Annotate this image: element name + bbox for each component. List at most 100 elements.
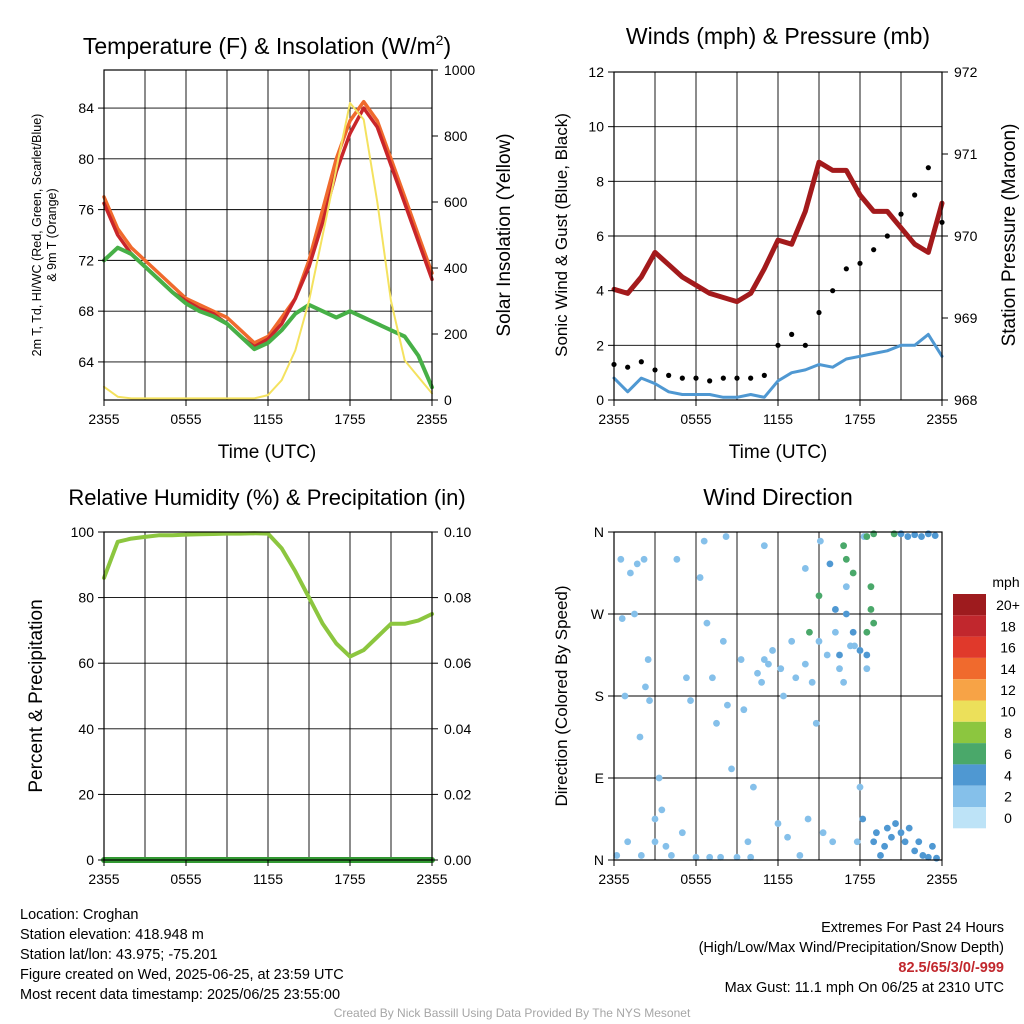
direction-point	[784, 833, 791, 841]
y-tick-label: 76	[78, 202, 94, 218]
y2-tick-label: 0.10	[444, 524, 471, 540]
y-tick-label: 84	[78, 100, 94, 116]
direction-point	[842, 555, 850, 563]
legend-label: 0	[1004, 810, 1012, 826]
extremes-info: Extremes For Past 24 Hours (High/Low/Max…	[699, 918, 1004, 998]
temperature-y-axis-label-line2: & 9m T (Orange)	[45, 188, 59, 281]
y-tick-label: 60	[78, 655, 94, 671]
direction-point	[774, 820, 782, 827]
wind-y-axis-label: Sonic Wind & Gust (Blue, Black)	[552, 113, 571, 357]
direction-point	[765, 660, 772, 668]
direction-point	[851, 642, 858, 650]
direction-point	[760, 656, 768, 663]
y2-tick-label: 0.06	[444, 655, 471, 671]
direction-point	[750, 783, 757, 791]
x-tick-label: 2355	[416, 411, 447, 427]
gust-point	[693, 375, 699, 381]
direction-point	[853, 838, 861, 846]
direction-point	[687, 697, 694, 704]
x-tick-label: 2355	[598, 871, 629, 887]
legend-swatch	[953, 785, 986, 807]
direction-point	[931, 532, 939, 540]
legend-swatch	[953, 636, 986, 658]
direction-point	[728, 765, 735, 773]
direction-point	[856, 647, 864, 654]
direction-point	[717, 853, 724, 861]
direction-point	[651, 815, 659, 823]
y2-tick-label: 600	[444, 194, 468, 210]
direction-point	[842, 583, 850, 591]
direction-point	[780, 692, 787, 700]
x-tick-label: 1155	[763, 411, 793, 427]
extremes-values: 82.5/65/3/0/-999	[898, 960, 1004, 976]
x-tick-label: 1155	[763, 871, 793, 887]
x-tick-label: 2355	[88, 871, 119, 887]
series-line	[103, 102, 433, 400]
x-tick-label: 2355	[598, 411, 629, 427]
direction-point	[888, 833, 895, 841]
temperature-x-ticks: 2355 0555 1155 1755 2355	[88, 400, 448, 427]
y-tick-label: 0	[596, 392, 604, 408]
direction-point	[870, 838, 878, 846]
temperature-chart-title: Temperature (F) & Insolation (W/m2)	[83, 32, 451, 59]
y-tick-label: 8	[596, 173, 604, 189]
gust-point	[912, 192, 918, 198]
gust-point	[638, 359, 644, 365]
station-info: Location: Croghan Station elevation: 418…	[20, 905, 344, 1005]
wind-y-ticks: 0 2 4 6 8 10 12	[588, 64, 614, 408]
direction-point	[867, 606, 875, 613]
direction-point	[719, 637, 727, 645]
wind-direction-x-ticks: 2355 0555 1155 1755 2355	[598, 860, 958, 887]
y2-tick-label: 0	[444, 392, 452, 408]
extremes-title: Extremes For Past 24 Hours	[821, 920, 1004, 936]
y2-tick-label: 400	[444, 260, 468, 276]
legend-label: 6	[1004, 746, 1012, 762]
direction-point	[812, 719, 820, 727]
legend-label: 12	[1000, 682, 1016, 698]
temperature-x-axis-label: Time (UTC)	[218, 442, 317, 463]
direction-point	[859, 815, 867, 823]
recent-timestamp: Most recent data timestamp: 2025/06/25 2…	[20, 987, 341, 1003]
direction-point	[823, 651, 831, 659]
gust-point	[843, 266, 849, 272]
direction-point	[655, 774, 663, 782]
legend-swatch	[953, 657, 986, 680]
y-tick-label: 20	[78, 786, 94, 802]
direction-point	[867, 583, 875, 591]
wind-direction-y-ticks: N E S W N	[591, 524, 614, 868]
legend-swatch	[953, 679, 986, 701]
y2-tick-label: 200	[444, 326, 468, 342]
y2-tick-label: 0.08	[444, 590, 471, 606]
direction-point	[915, 838, 923, 846]
gust-point	[857, 260, 863, 266]
direction-point	[801, 565, 809, 572]
direction-point	[904, 533, 912, 540]
direction-point	[863, 628, 871, 636]
x-tick-label: 2355	[416, 871, 447, 887]
wind-grid	[614, 71, 942, 401]
speed-legend: mph 20+ 18 16 14 12 10 8 6 4 2 0	[953, 574, 1020, 829]
direction-point	[703, 619, 711, 627]
series-line	[102, 531, 434, 659]
direction-point	[658, 806, 666, 814]
legend-swatch	[953, 700, 986, 722]
gust-point	[884, 233, 890, 239]
direction-point	[863, 665, 871, 673]
direction-point	[668, 852, 675, 859]
direction-point	[637, 852, 645, 859]
temperature-panel: Temperature (F) & Insolation (W/m2) 2355…	[30, 32, 515, 463]
direction-point	[646, 697, 653, 704]
y-tick-label: N	[594, 524, 604, 540]
wind-y2-axis-label: Station Pressure (Maroon)	[999, 124, 1020, 347]
direction-point	[769, 647, 776, 654]
direction-point	[651, 838, 659, 846]
temperature-y-ticks: 64 68 72 76 80 84	[78, 100, 104, 370]
humidity-chart-title: Relative Humidity (%) & Precipitation (i…	[68, 485, 465, 510]
x-tick-label: 1755	[844, 871, 875, 887]
direction-point	[624, 838, 632, 846]
direction-point	[744, 838, 752, 846]
direction-point	[788, 637, 796, 645]
direction-point	[733, 853, 741, 861]
station-elevation: Station elevation: 418.948 m	[20, 927, 204, 943]
